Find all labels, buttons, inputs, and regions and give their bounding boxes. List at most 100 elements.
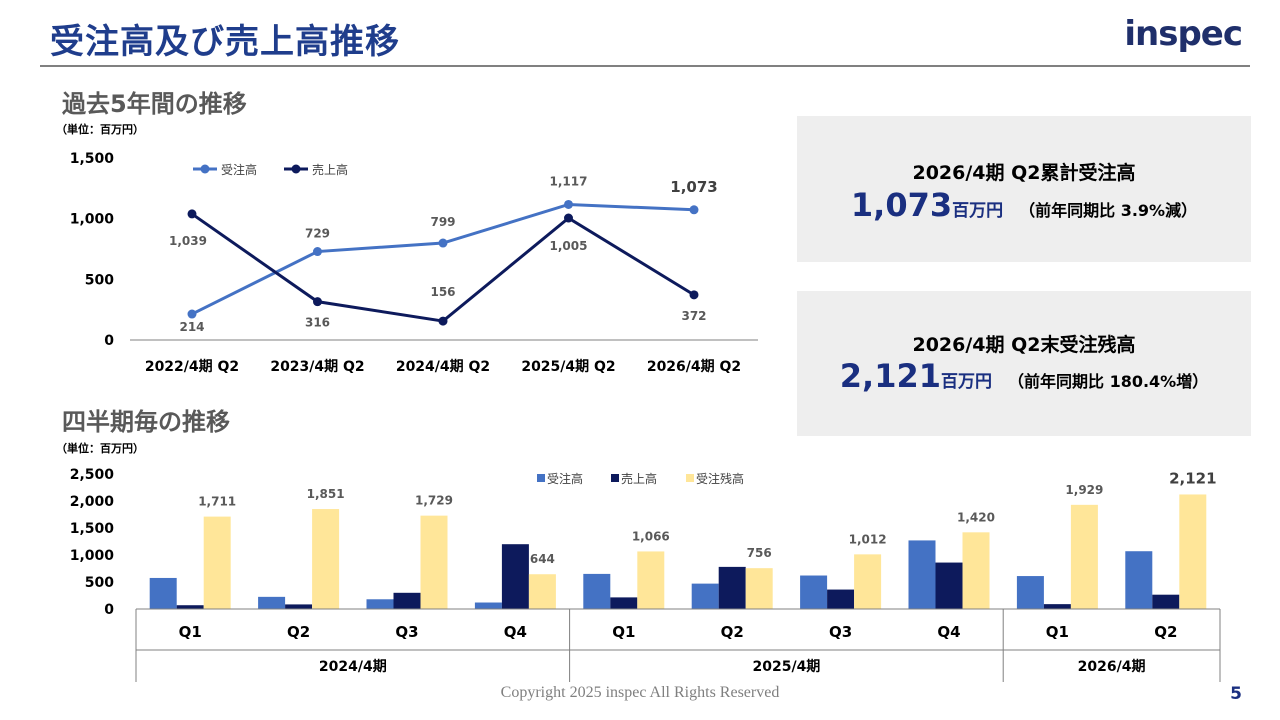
- bar-chart-x-tick: Q4: [504, 623, 527, 641]
- bar-chart-x-tick: Q2: [1154, 623, 1177, 641]
- line-data-label: 316: [305, 316, 330, 330]
- bar-orders: [583, 573, 611, 609]
- bar-orders: [474, 602, 502, 609]
- bar-chart-x-tick: Q1: [1046, 623, 1069, 641]
- line-point: [689, 290, 699, 300]
- bar-backlog: [962, 532, 990, 609]
- bar-sales: [176, 605, 204, 609]
- bar-chart-x-tick: Q3: [829, 623, 852, 641]
- line-point: [187, 309, 197, 319]
- bar-backlog: [420, 515, 448, 609]
- line-point: [564, 199, 573, 209]
- bar-orders: [908, 540, 936, 609]
- bar-data-label: 1,851: [307, 487, 345, 501]
- bar-orders: [1125, 551, 1153, 609]
- line-chart-x-tick: 2023/4期 Q2: [270, 359, 364, 375]
- bar-group-label: 2026/4期: [1078, 659, 1146, 675]
- bar-chart-x-tick: Q3: [395, 623, 418, 641]
- line-data-label: 729: [305, 227, 330, 241]
- line-chart-x-tick: 2022/4期 Q2: [145, 359, 239, 375]
- line-data-label: 1,039: [169, 234, 207, 248]
- section-title-5year: 過去5年間の推移: [62, 90, 247, 118]
- page-number: 5: [1230, 684, 1242, 704]
- bar-sales: [1152, 594, 1180, 609]
- title-divider: [40, 65, 1250, 67]
- line-chart-y-tick: 1,000: [70, 212, 115, 228]
- bar-backlog: [312, 509, 340, 609]
- line-data-label: 1,073: [670, 178, 717, 196]
- bar-data-label: 2,121: [1169, 469, 1216, 487]
- bar-sales: [501, 544, 529, 609]
- bar-orders: [691, 583, 719, 609]
- legend-marker: [200, 164, 210, 174]
- bar-sales: [935, 562, 963, 609]
- legend-swatch: [537, 474, 545, 482]
- bar-orders: [366, 599, 394, 609]
- line-chart-x-tick: 2024/4期 Q2: [396, 359, 490, 375]
- bar-data-label: 1,066: [632, 529, 670, 543]
- legend-label: 売上高: [621, 471, 657, 486]
- bar-data-label: 1,420: [957, 510, 995, 524]
- bar-backlog: [1070, 504, 1098, 609]
- line-data-label: 214: [179, 320, 204, 334]
- orders-summary-value: 1,073: [850, 186, 953, 224]
- line-data-label: 1,117: [550, 174, 588, 188]
- bar-backlog: [745, 568, 773, 609]
- bar-chart-x-tick: Q1: [179, 623, 202, 641]
- orders-summary-box: 2026/4期 Q2累計受注高 1,073百万円 （前年同期比 3.9%減）: [797, 116, 1251, 262]
- bar-chart-y-tick: 500: [85, 575, 114, 591]
- bar-chart-y-tick: 1,000: [70, 548, 115, 564]
- line-chart-y-tick: 1,500: [70, 151, 115, 167]
- line-point: [438, 316, 448, 326]
- line-data-label: 372: [681, 309, 706, 323]
- line-point: [689, 205, 699, 215]
- backlog-summary-unit: 百万円: [941, 372, 992, 392]
- bar-group-label: 2025/4期: [752, 659, 820, 675]
- bar-sales: [827, 589, 855, 609]
- bar-data-label: 756: [747, 546, 772, 560]
- bar-chart-x-tick: Q2: [287, 623, 310, 641]
- bar-orders: [149, 577, 177, 609]
- legend-label: 受注残高: [696, 471, 744, 486]
- bar-chart-x-tick: Q1: [612, 623, 635, 641]
- line-chart-x-tick: 2025/4期 Q2: [521, 359, 615, 375]
- bar-data-label: 644: [530, 552, 555, 566]
- orders-summary-unit: 百万円: [952, 201, 1004, 221]
- bar-backlog: [203, 516, 231, 609]
- bar-backlog: [1179, 494, 1207, 609]
- copyright-footer: Copyright 2025 inspec All Rights Reserve…: [500, 684, 780, 701]
- bar-sales: [610, 597, 638, 609]
- bar-orders: [1016, 576, 1044, 609]
- bar-group-label: 2024/4期: [319, 659, 387, 675]
- unit-label-quarterly: （単位：百万円）: [56, 442, 144, 455]
- bar-orders: [258, 596, 286, 609]
- bar-chart-y-tick: 1,500: [70, 521, 115, 537]
- section-title-quarterly: 四半期毎の推移: [62, 408, 230, 436]
- line-series-sales: [191, 212, 695, 323]
- backlog-summary-value: 2,121: [839, 357, 941, 395]
- legend-label: 受注高: [547, 471, 583, 486]
- legend-swatch: [611, 474, 619, 482]
- bar-chart-x-tick: Q2: [721, 623, 744, 641]
- line-point: [564, 213, 573, 223]
- bar-chart: 0 500 1,000 1,500 2,000 2,500 1,711 Q1 1,851 Q2 1,…: [70, 467, 1221, 682]
- bar-data-label: 1,012: [849, 532, 887, 546]
- line-chart-y-tick: 0: [104, 333, 114, 349]
- line-chart: 0 500 1,000 1,500 2022/4期 Q2 2023/4期 Q2 2024/4…: [70, 151, 758, 375]
- bar-sales: [1043, 604, 1071, 609]
- backlog-summary-box: 2026/4期 Q2末受注残高 2,121百万円 （前年同期比 180.4%増）: [797, 291, 1251, 436]
- bar-sales: [718, 566, 746, 609]
- line-point: [313, 247, 322, 257]
- legend-label: 受注高: [221, 162, 257, 177]
- orders-summary-note: （前年同期比 3.9%減）: [1019, 201, 1198, 220]
- bar-chart-y-tick: 2,500: [70, 467, 115, 483]
- bar-data-label: 1,711: [198, 495, 236, 509]
- bar-chart-x-tick: Q4: [937, 623, 960, 641]
- line-point: [313, 297, 322, 307]
- bar-chart-y-tick: 0: [104, 602, 114, 618]
- line-chart-y-tick: 500: [85, 272, 114, 288]
- line-point: [438, 238, 448, 248]
- bar-data-label: 1,929: [1065, 483, 1103, 497]
- backlog-summary-note: （前年同期比 180.4%増）: [1008, 372, 1209, 391]
- bar-sales: [393, 592, 421, 609]
